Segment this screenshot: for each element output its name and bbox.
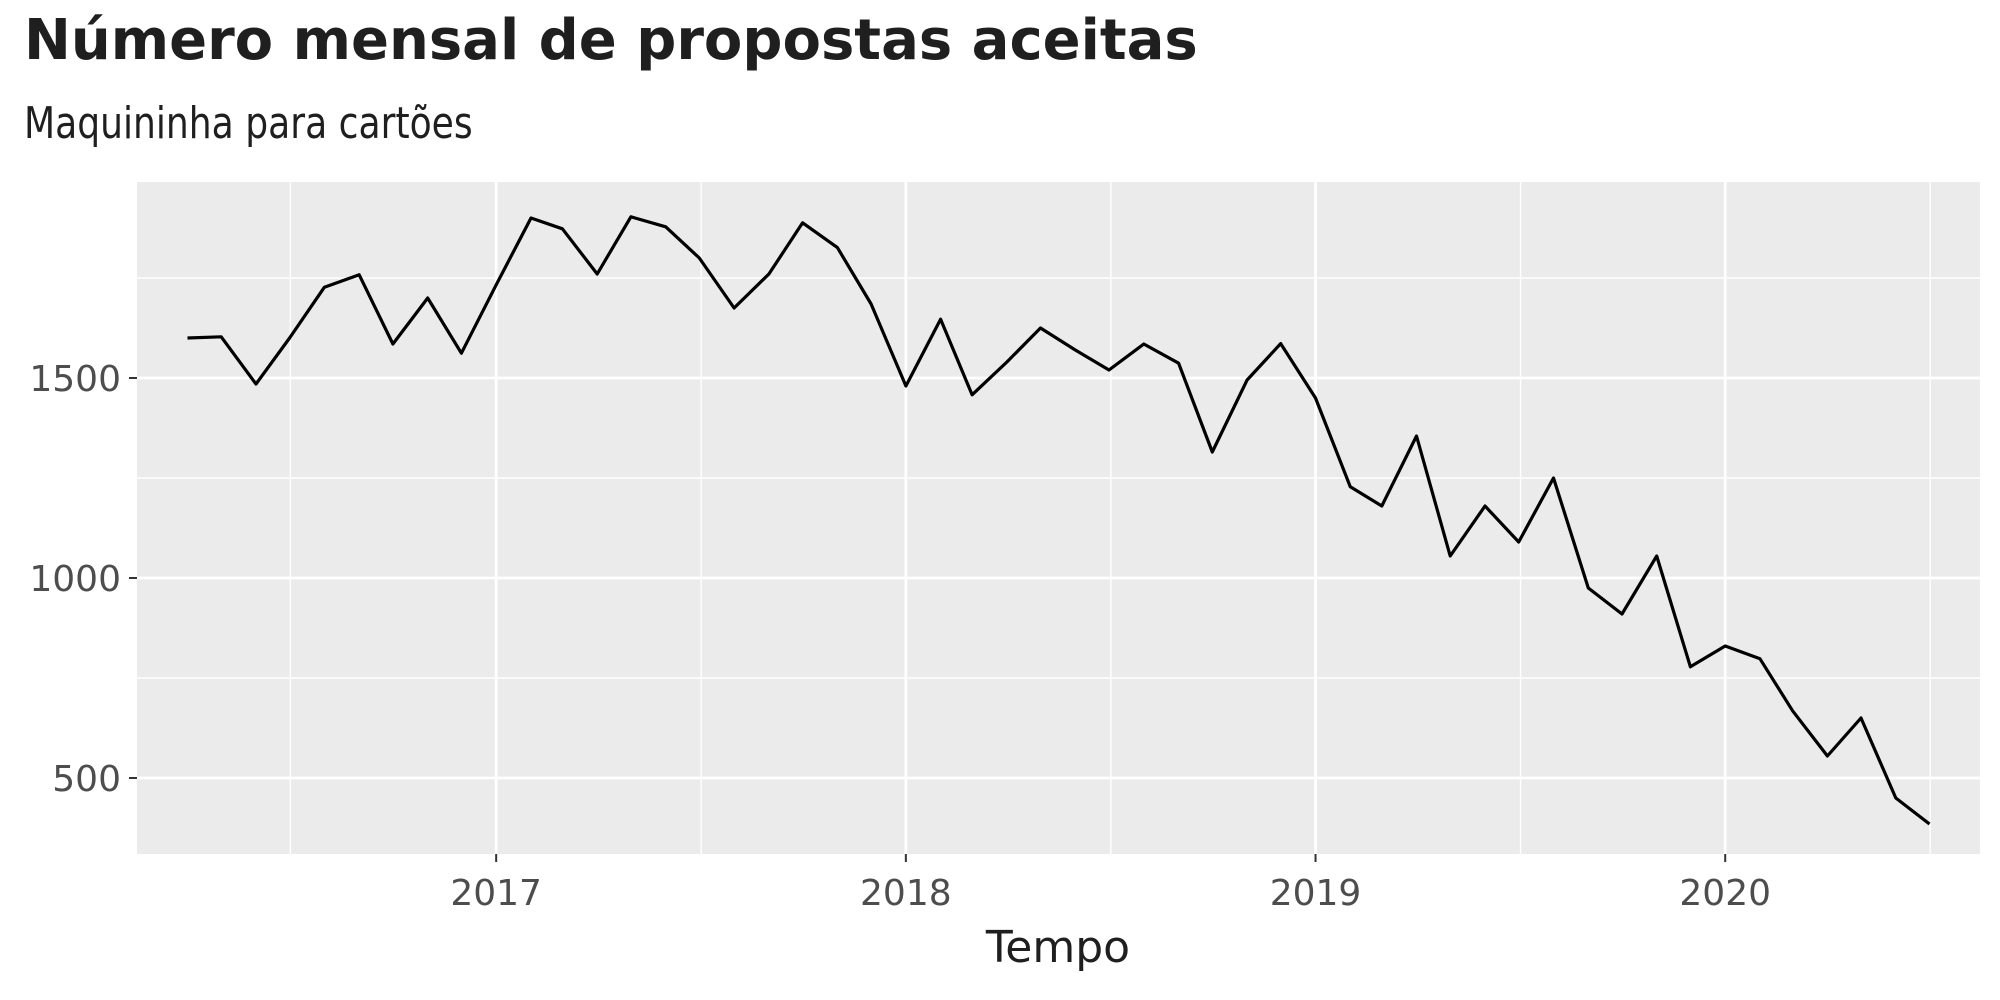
x-tick-label: 2018 [860, 873, 952, 914]
y-tick-label: 1500 [29, 359, 121, 400]
y-tick-label: 500 [52, 759, 121, 800]
x-tick-label: 2017 [450, 873, 542, 914]
major-gridlines [137, 182, 1980, 854]
axes-group: 2017 2018 2019 2020 500 1000 1500 [29, 359, 1771, 914]
x-axis-title: Tempo [985, 922, 1130, 973]
minor-gridlines [137, 182, 1980, 854]
x-tick-label: 2019 [1270, 873, 1362, 914]
chart-title: Número mensal de propostas aceitas [24, 8, 1198, 73]
y-tick-label: 1000 [29, 559, 121, 600]
chart-subtitle: Maquininha para cartões [24, 98, 473, 149]
x-tick-label: 2020 [1679, 873, 1771, 914]
series-group [187, 215, 1931, 826]
series-line [187, 215, 1931, 826]
plot-panel [137, 182, 1980, 854]
